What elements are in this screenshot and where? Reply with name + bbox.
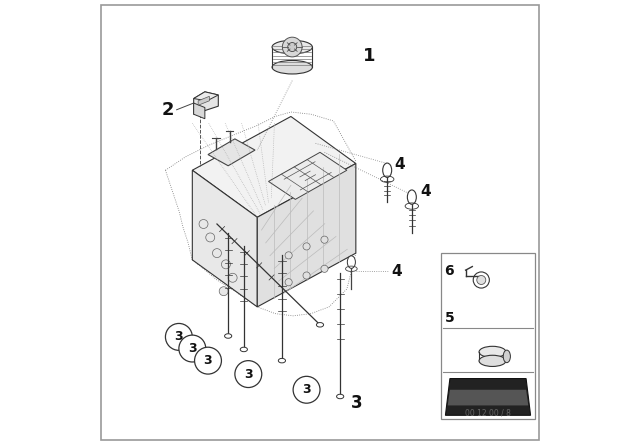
Polygon shape bbox=[198, 96, 209, 105]
Circle shape bbox=[293, 376, 320, 403]
Circle shape bbox=[477, 276, 486, 284]
Circle shape bbox=[235, 361, 262, 388]
Text: 5: 5 bbox=[445, 311, 454, 325]
Text: 4: 4 bbox=[394, 157, 404, 172]
Circle shape bbox=[282, 37, 302, 57]
Circle shape bbox=[321, 236, 328, 243]
Ellipse shape bbox=[479, 346, 506, 358]
Text: 2: 2 bbox=[162, 101, 174, 119]
Circle shape bbox=[303, 272, 310, 279]
Ellipse shape bbox=[316, 323, 324, 327]
Circle shape bbox=[221, 260, 230, 269]
Ellipse shape bbox=[240, 347, 248, 352]
Circle shape bbox=[165, 323, 192, 350]
Ellipse shape bbox=[383, 163, 392, 177]
Polygon shape bbox=[194, 92, 218, 114]
Polygon shape bbox=[192, 170, 257, 307]
Circle shape bbox=[212, 249, 221, 258]
Ellipse shape bbox=[407, 190, 417, 204]
Polygon shape bbox=[208, 139, 255, 166]
Polygon shape bbox=[445, 379, 531, 415]
Polygon shape bbox=[269, 152, 347, 199]
Ellipse shape bbox=[225, 334, 232, 338]
Circle shape bbox=[285, 279, 292, 286]
Ellipse shape bbox=[479, 355, 506, 366]
Ellipse shape bbox=[348, 256, 355, 268]
Circle shape bbox=[195, 347, 221, 374]
Polygon shape bbox=[194, 103, 205, 119]
Circle shape bbox=[219, 287, 228, 296]
Circle shape bbox=[303, 243, 310, 250]
Polygon shape bbox=[194, 92, 218, 101]
Text: 3: 3 bbox=[204, 354, 212, 367]
Ellipse shape bbox=[278, 358, 285, 363]
Text: 4: 4 bbox=[392, 263, 403, 279]
Circle shape bbox=[473, 272, 490, 288]
Ellipse shape bbox=[272, 60, 312, 74]
Circle shape bbox=[199, 220, 208, 228]
Circle shape bbox=[285, 252, 292, 259]
Polygon shape bbox=[448, 390, 529, 405]
Circle shape bbox=[228, 273, 237, 282]
Text: 6: 6 bbox=[445, 264, 454, 278]
Circle shape bbox=[288, 43, 297, 52]
Ellipse shape bbox=[337, 394, 344, 399]
Text: 4: 4 bbox=[421, 184, 431, 199]
Circle shape bbox=[206, 233, 215, 242]
Ellipse shape bbox=[272, 40, 312, 54]
Text: 3: 3 bbox=[188, 342, 196, 355]
Circle shape bbox=[179, 335, 206, 362]
Polygon shape bbox=[257, 164, 356, 307]
Text: 3: 3 bbox=[302, 383, 311, 396]
Bar bbox=[441, 253, 535, 419]
Text: 3: 3 bbox=[351, 394, 363, 412]
Polygon shape bbox=[192, 116, 356, 217]
Text: 3: 3 bbox=[244, 367, 253, 381]
Circle shape bbox=[321, 265, 328, 272]
Text: 00 12 00 / 8: 00 12 00 / 8 bbox=[465, 409, 511, 418]
Text: 1: 1 bbox=[362, 47, 375, 65]
Ellipse shape bbox=[503, 350, 511, 363]
Text: 3: 3 bbox=[175, 330, 183, 344]
